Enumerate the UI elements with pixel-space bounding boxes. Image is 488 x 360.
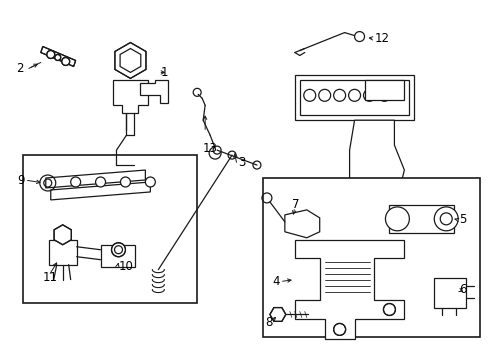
Circle shape (71, 177, 81, 187)
Circle shape (145, 177, 155, 187)
Circle shape (213, 146, 221, 154)
Circle shape (318, 89, 330, 101)
Circle shape (61, 58, 69, 66)
Text: 6: 6 (458, 283, 466, 296)
Text: 7: 7 (291, 198, 299, 211)
Polygon shape (299, 80, 408, 115)
Polygon shape (115, 42, 146, 78)
Text: 4: 4 (271, 275, 279, 288)
Circle shape (333, 89, 345, 101)
Circle shape (111, 243, 125, 257)
Polygon shape (294, 75, 413, 120)
Circle shape (378, 89, 389, 101)
Polygon shape (49, 240, 77, 265)
Polygon shape (388, 205, 453, 233)
Circle shape (303, 89, 315, 101)
Polygon shape (285, 210, 319, 238)
Circle shape (348, 89, 360, 101)
Bar (364, 80, 404, 100)
Text: 9: 9 (17, 174, 24, 186)
Circle shape (385, 207, 408, 231)
Circle shape (433, 207, 457, 231)
Text: 8: 8 (264, 316, 272, 329)
Polygon shape (101, 245, 135, 267)
Bar (23, 155, 197, 302)
Circle shape (363, 89, 375, 101)
Polygon shape (344, 195, 413, 205)
Polygon shape (433, 278, 465, 307)
Polygon shape (51, 182, 150, 200)
Text: 1: 1 (160, 66, 167, 79)
Polygon shape (41, 46, 76, 67)
Circle shape (252, 161, 261, 169)
Polygon shape (54, 225, 71, 245)
Circle shape (120, 177, 130, 187)
Text: 3: 3 (238, 156, 245, 168)
Circle shape (55, 54, 61, 60)
Bar (263, 178, 479, 337)
Polygon shape (294, 240, 404, 339)
Text: 12: 12 (374, 32, 389, 45)
Polygon shape (140, 80, 168, 103)
Text: 13: 13 (203, 141, 217, 155)
Polygon shape (349, 120, 404, 200)
Text: 5: 5 (458, 213, 466, 226)
Circle shape (47, 50, 55, 58)
Text: 11: 11 (42, 271, 58, 284)
Circle shape (333, 323, 345, 336)
Text: 10: 10 (118, 260, 133, 273)
Text: 2: 2 (16, 62, 23, 75)
Polygon shape (112, 80, 148, 113)
Polygon shape (46, 170, 145, 188)
Circle shape (95, 177, 105, 187)
Polygon shape (269, 307, 285, 321)
Circle shape (383, 303, 395, 315)
